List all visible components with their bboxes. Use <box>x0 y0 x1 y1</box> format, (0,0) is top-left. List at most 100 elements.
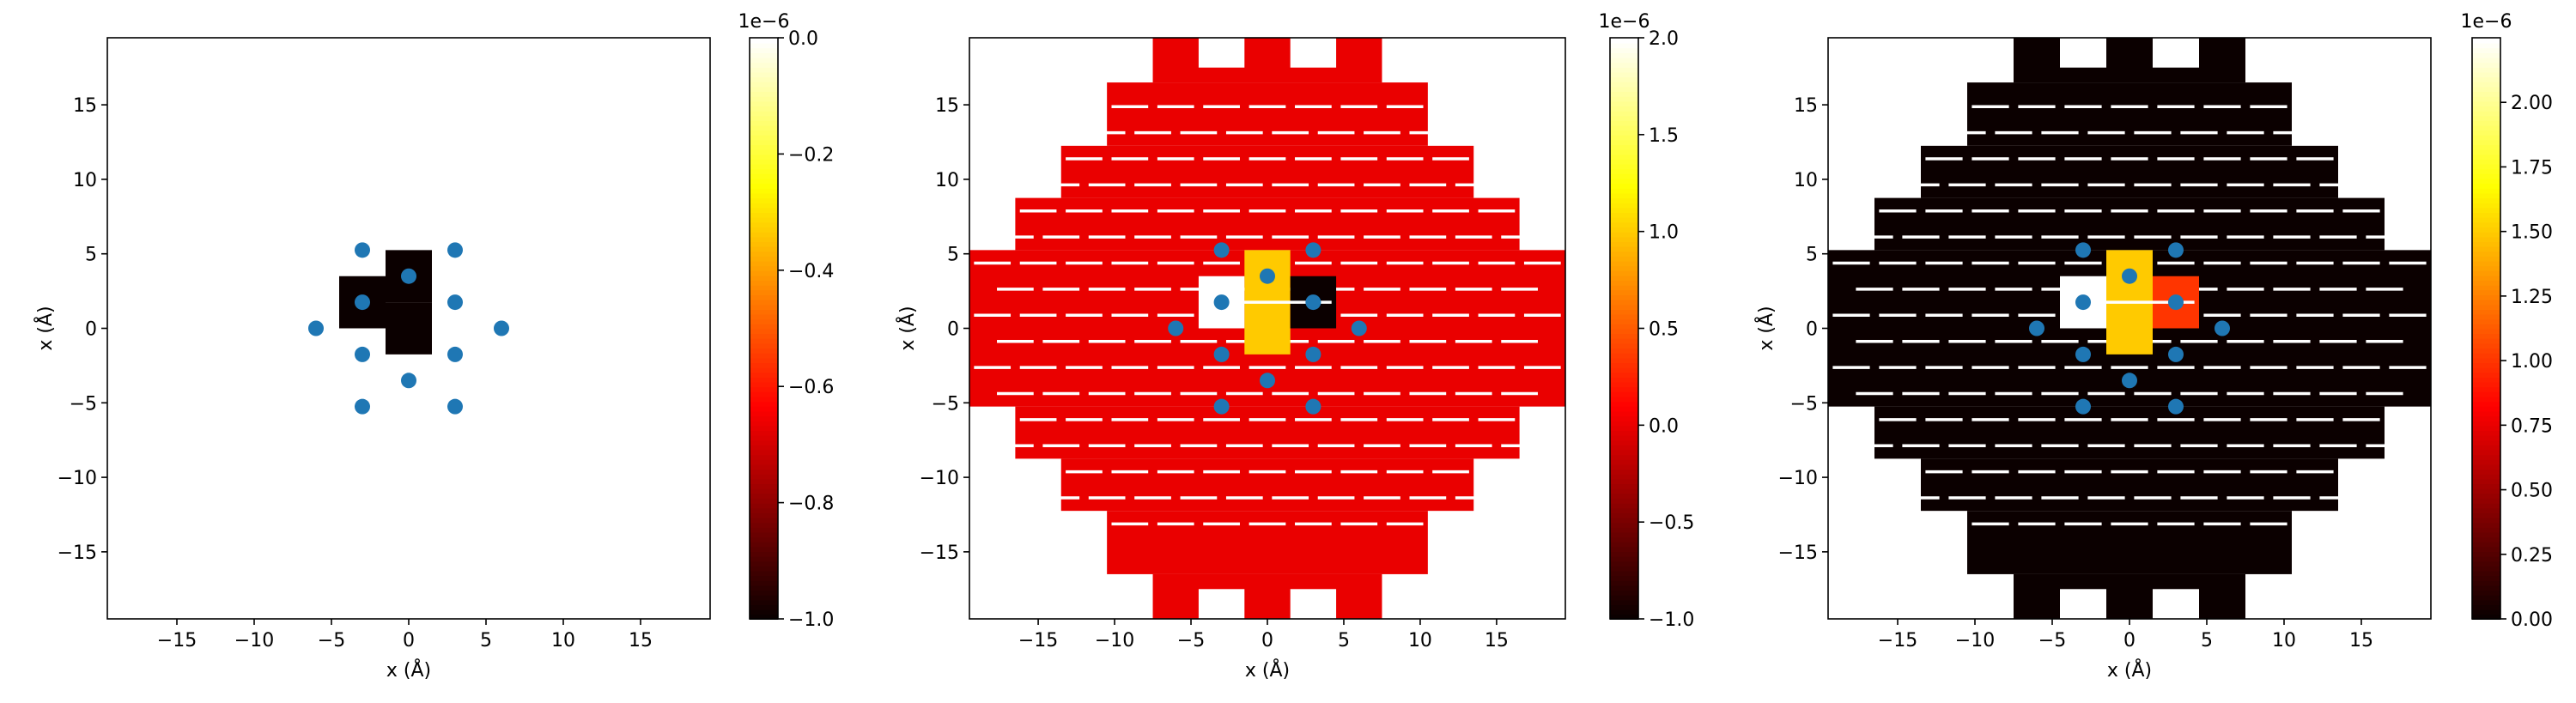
x-axis-label: x (Å) <box>2107 658 2152 682</box>
colorbar-segment <box>2472 139 2500 146</box>
colorbar-segment <box>2472 173 2500 179</box>
colorbar-segment <box>750 289 778 296</box>
colorbar-segment <box>750 240 778 247</box>
colorbar-segment <box>750 47 778 53</box>
colorbar-tick-label: −0.4 <box>788 261 834 282</box>
data-point <box>2075 346 2091 362</box>
panel-3: −15 −10 −5 0 5 10 15 −15 −10 −5 0 5 10 15 x (Å) x (Å) 0.… <box>1754 11 2553 682</box>
colorbar-segment <box>1610 284 1638 291</box>
colorbar-segment <box>1610 62 1638 68</box>
colorbar-segment <box>2472 187 2500 194</box>
colorbar-segment <box>2472 38 2500 44</box>
colorbar-segment <box>750 212 778 218</box>
colorbar-segment <box>1610 251 1638 257</box>
colorbar-segment <box>2472 464 2500 470</box>
colorbar-segment <box>750 415 778 421</box>
colorbar-segment <box>1610 76 1638 82</box>
data-point <box>1305 242 1321 258</box>
colorbar-segment <box>750 216 778 223</box>
colorbar-segment <box>1610 52 1638 58</box>
colorbar-segment <box>750 594 778 601</box>
colorbar-segment <box>750 110 778 117</box>
colorbar-segment <box>1610 289 1638 296</box>
data-point <box>2075 294 2091 311</box>
colorbar-segment <box>750 614 778 620</box>
colorbar-segment <box>1610 454 1638 460</box>
colorbar-segment <box>1610 401 1638 407</box>
colorbar-segment <box>2472 502 2500 509</box>
colorbar-segment <box>1610 245 1638 252</box>
colorbar-frame <box>2471 37 2501 620</box>
colorbar-segment <box>1610 159 1638 165</box>
y-tick-label: −5 <box>932 393 959 415</box>
colorbar-segment <box>1610 66 1638 73</box>
colorbar-segment <box>2472 594 2500 601</box>
colorbar-segment <box>1610 507 1638 513</box>
colorbar-segment <box>2472 124 2500 131</box>
colorbar-tick-label: 0.25 <box>2511 545 2553 567</box>
heatmap-cell-band <box>2014 38 2245 83</box>
colorbar-segment <box>1610 483 1638 489</box>
colorbar-segment <box>750 579 778 586</box>
data-point <box>2168 346 2184 362</box>
colorbar-segment <box>1610 231 1638 238</box>
colorbar-tick-label: 1.25 <box>2511 287 2553 308</box>
colorbar-tick-label: 1.00 <box>2511 351 2553 373</box>
colorbar-segment <box>2472 425 2500 431</box>
colorbar-segment <box>1610 512 1638 518</box>
colorbar-segment <box>1610 372 1638 378</box>
colorbar-segment <box>2472 144 2500 150</box>
colorbar-tick-label: 2.0 <box>1649 28 1679 50</box>
colorbar-segment <box>750 62 778 68</box>
colorbar-segment <box>2472 240 2500 247</box>
colorbar-segment <box>750 139 778 146</box>
colorbar-segment <box>1610 42 1638 49</box>
colorbar-segment <box>1610 178 1638 185</box>
colorbar-segment <box>1610 405 1638 412</box>
x-tick-label: 15 <box>629 630 653 651</box>
colorbar-segment <box>750 236 778 242</box>
colorbar-segment <box>750 386 778 392</box>
colorbar-segment <box>2472 130 2500 136</box>
colorbar-segment <box>2472 585 2500 591</box>
colorbar-segment <box>750 227 778 233</box>
x-tick-label: 0 <box>403 630 415 651</box>
colorbar-segment <box>1610 240 1638 247</box>
colorbar-segment <box>1610 168 1638 174</box>
colorbar-segment <box>750 148 778 155</box>
colorbar-segment <box>1610 565 1638 572</box>
colorbar-segment <box>750 401 778 407</box>
data-point <box>1260 373 1275 389</box>
colorbar-segment <box>2472 512 2500 518</box>
data-point <box>401 373 416 389</box>
colorbar-segment <box>750 251 778 257</box>
data-point <box>1213 346 1230 362</box>
data-point <box>2168 294 2184 311</box>
data-point <box>2168 242 2184 258</box>
colorbar-segment <box>1610 119 1638 126</box>
colorbar-segment <box>750 57 778 64</box>
colorbar-segment <box>1610 614 1638 620</box>
data-point <box>2075 242 2091 258</box>
heatmap-cell-band <box>1015 406 1520 459</box>
x-tick-label: 5 <box>1338 630 1350 651</box>
colorbar-segment <box>750 260 778 267</box>
colorbar-segment <box>750 536 778 542</box>
colorbar-segment <box>2472 159 2500 165</box>
colorbar-segment <box>750 76 778 82</box>
colorbar-segment <box>750 429 778 436</box>
colorbar-segment <box>750 541 778 548</box>
data-point <box>2075 398 2091 415</box>
colorbar-segment <box>1610 139 1638 146</box>
colorbar-segment <box>2472 221 2500 228</box>
colorbar-segment <box>750 469 778 475</box>
colorbar-segment <box>750 154 778 161</box>
colorbar-segment <box>750 124 778 131</box>
colorbar-segment <box>1610 192 1638 199</box>
colorbar-segment <box>750 531 778 538</box>
colorbar-segment <box>2472 367 2500 373</box>
colorbar-segment <box>750 284 778 291</box>
data-point <box>1305 346 1321 362</box>
colorbar-segment <box>1610 531 1638 538</box>
colorbar-segment <box>750 342 778 349</box>
